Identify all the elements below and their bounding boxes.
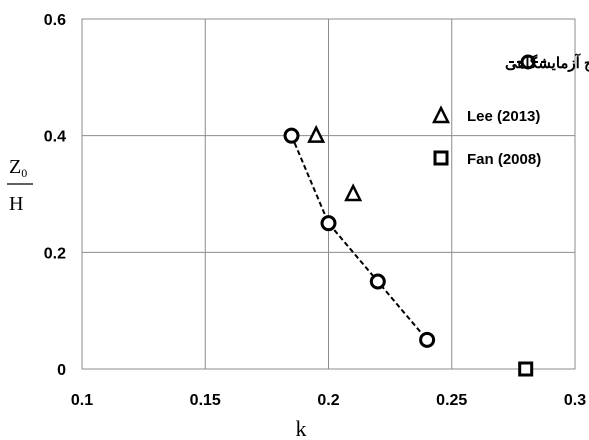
- series-circle: [285, 129, 434, 346]
- y-tick-labels: 0 0.2 0.4 0.6: [44, 12, 66, 379]
- legend-triangle-marker: [434, 108, 448, 122]
- grid: [82, 19, 575, 369]
- legend-label-experimental: نتایج آزمایشگاهی: [505, 53, 589, 72]
- legend-label-lee: Lee (2013): [467, 108, 540, 125]
- legend-square-marker: [435, 152, 447, 164]
- series-square: [520, 363, 532, 375]
- y-axis-label-numerator: Z0: [9, 156, 27, 180]
- data-point-circle: [421, 333, 434, 346]
- legend: نتایج آزمایشگاهی Lee (2013) Fan (2008): [434, 53, 589, 168]
- y-tick-label: 0.4: [44, 129, 66, 146]
- data-point-circle: [322, 217, 335, 230]
- legend-label-fan: Fan (2008): [467, 151, 541, 168]
- legend-item-experimental: نتایج آزمایشگاهی: [505, 53, 589, 72]
- legend-item-fan: Fan (2008): [435, 151, 541, 168]
- x-tick-label: 0.3: [564, 392, 586, 409]
- data-point-circle: [285, 129, 298, 142]
- y-tick-label: 0.2: [44, 245, 66, 262]
- y-axis-label-denominator: H: [9, 193, 23, 215]
- x-tick-labels: 0.1 0.15 0.2 0.25 0.3: [71, 392, 586, 409]
- data-point-triangle: [346, 186, 360, 200]
- x-tick-label: 0.2: [317, 392, 339, 409]
- x-tick-label: 0.25: [436, 392, 467, 409]
- x-tick-label: 0.15: [190, 392, 221, 409]
- y-axis-label: Z0 H: [7, 156, 33, 215]
- x-axis-label: k: [296, 416, 307, 440]
- series-line: [292, 136, 428, 340]
- data-point-triangle: [309, 128, 323, 142]
- y-tick-label: 0.6: [44, 12, 66, 29]
- series-triangle: [309, 128, 360, 200]
- y-tick-label: 0: [57, 362, 66, 379]
- x-tick-label: 0.1: [71, 392, 93, 409]
- legend-item-lee: Lee (2013): [434, 108, 540, 125]
- data-point-circle: [371, 275, 384, 288]
- data-point-square: [520, 363, 532, 375]
